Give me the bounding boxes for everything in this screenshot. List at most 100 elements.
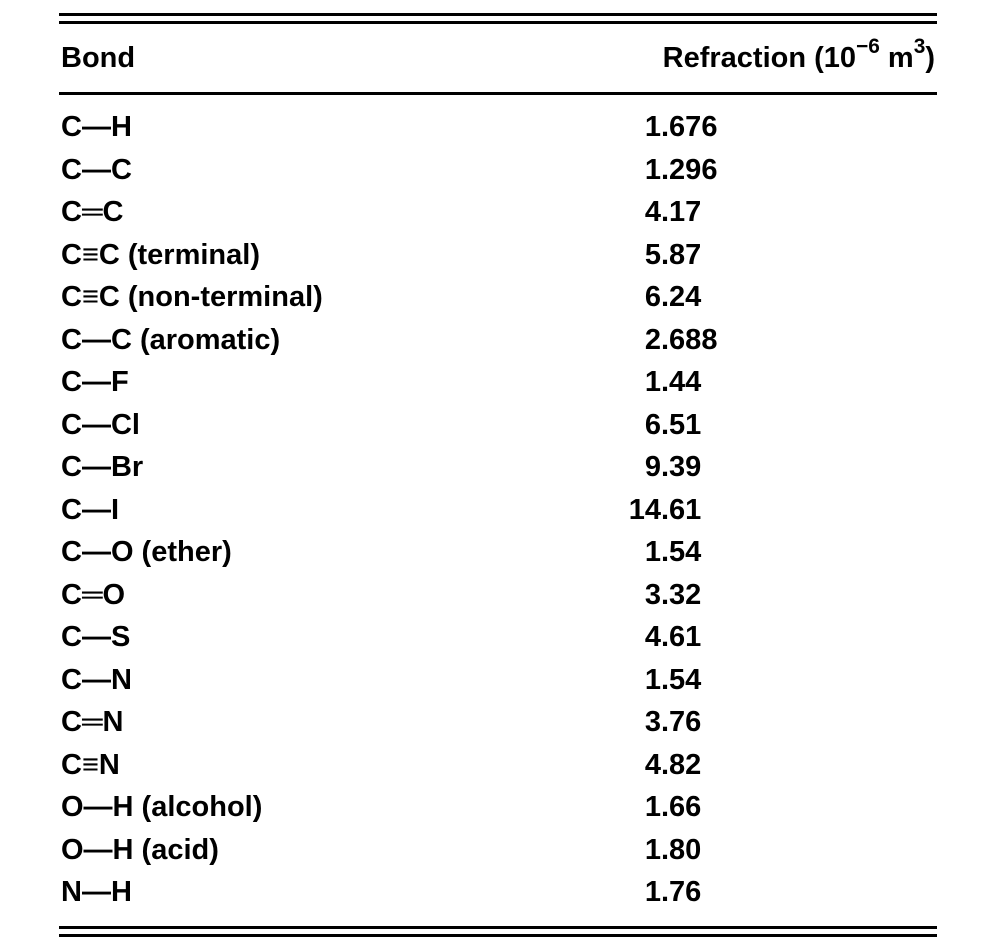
bond-cell: C—C	[61, 153, 132, 186]
refraction-frac-part: .82	[661, 748, 702, 781]
refraction-int-part: 1	[644, 663, 661, 696]
refraction-int-part: 1	[644, 833, 661, 866]
refraction-frac-part: .688	[661, 323, 718, 356]
refraction-cell: 3.32	[627, 574, 701, 617]
refraction-int-part: 4	[644, 621, 661, 653]
refraction-cell: 1.296	[627, 149, 718, 192]
refraction-frac-part: .44	[661, 366, 702, 398]
bond-cell: C—N	[61, 663, 132, 696]
refraction-cell: 6.51	[627, 404, 701, 447]
refraction-frac-part: .80	[661, 833, 702, 866]
refraction-int-part: 1	[644, 536, 661, 568]
table-row: C—Br 9.39	[59, 446, 937, 489]
refraction-frac-part: .17	[661, 196, 702, 228]
refraction-cell: 6.24	[627, 276, 701, 319]
refraction-int-part: 1	[644, 876, 661, 908]
bond-cell: C═C	[61, 196, 124, 228]
table-row: C—Cl 6.51	[59, 404, 937, 447]
refraction-cell: 1.676	[627, 106, 718, 149]
table-row: C—S 4.61	[59, 616, 937, 659]
refraction-cell: 1.80	[627, 829, 701, 872]
refraction-int-part: 4	[644, 748, 661, 781]
refraction-label-base2: m	[879, 42, 914, 74]
table-row: N—H 1.76	[59, 871, 937, 914]
header-bond-label: Bond	[61, 42, 136, 74]
bond-cell: N—H	[61, 876, 132, 908]
refraction-cell: 2.688	[627, 319, 718, 362]
refraction-cell: 1.66	[627, 786, 701, 829]
top-double-rule	[59, 13, 937, 24]
table-row: C═O 3.32	[59, 574, 937, 617]
refraction-frac-part: .54	[661, 536, 702, 568]
refraction-int-part: 1	[644, 153, 661, 186]
refraction-cell: 1.76	[627, 871, 701, 914]
refraction-int-part: 9	[644, 451, 661, 483]
refraction-int-part: 6	[644, 408, 661, 441]
table-row: C≡N 4.82	[59, 744, 937, 787]
bond-refraction-table: Bond Refraction (10−6 m3) C—H 1.676 C—C …	[59, 13, 937, 937]
table-row: C—H 1.676	[59, 106, 937, 149]
refraction-frac-part: .51	[661, 408, 702, 441]
refraction-cell: 4.17	[627, 191, 701, 234]
bond-cell: C—Br	[61, 451, 144, 483]
table-row: C—O (ether) 1.54	[59, 531, 937, 574]
refraction-cell: 3.76	[627, 701, 701, 744]
refraction-cell: 1.54	[627, 659, 701, 702]
refraction-int-part: 2	[644, 323, 661, 356]
bond-cell: C—I	[61, 493, 119, 526]
refraction-int-part: 3	[644, 706, 661, 738]
table-row: C≡C (non-terminal) 6.24	[59, 276, 937, 319]
table-row: C≡C (terminal) 5.87	[59, 234, 937, 277]
cubic-exponent: 3	[913, 35, 926, 59]
refraction-cell: 1.44	[627, 361, 701, 404]
refraction-frac-part: .61	[661, 493, 702, 526]
refraction-label-base1: Refraction (10	[662, 42, 857, 74]
table-row: C—I 14.61	[59, 489, 937, 532]
table-header-row: Bond Refraction (10−6 m3)	[59, 35, 937, 79]
table-row: O—H (alcohol) 1.66	[59, 786, 937, 829]
bond-cell: C—C (aromatic)	[61, 323, 281, 356]
refraction-frac-part: .76	[661, 706, 702, 738]
bond-cell: C≡C (non-terminal)	[61, 281, 323, 313]
refraction-int-part: 1	[644, 791, 661, 823]
bond-cell: C≡C (terminal)	[61, 238, 260, 271]
table-row: C—C 1.296	[59, 149, 937, 192]
refraction-frac-part: .66	[661, 791, 702, 823]
refraction-exponent: −6	[856, 35, 880, 59]
refraction-cell: 4.61	[627, 616, 701, 659]
bond-cell: C—Cl	[61, 408, 140, 441]
table-row: C—C (aromatic) 2.688	[59, 319, 937, 362]
refraction-frac-part: .39	[661, 451, 702, 483]
table-row: C—F 1.44	[59, 361, 937, 404]
bond-cell: C≡N	[61, 748, 120, 781]
refraction-cell: 14.61	[627, 489, 702, 532]
refraction-cell: 4.82	[627, 744, 701, 787]
refraction-int-part: 1	[644, 366, 661, 398]
bond-cell: C—F	[61, 366, 129, 398]
table-row: C═C 4.17	[59, 191, 937, 234]
table-row: C—N 1.54	[59, 659, 937, 702]
refraction-frac-part: .76	[661, 876, 702, 908]
refraction-int-part: 5	[644, 238, 661, 271]
bond-cell: C═O	[61, 578, 126, 611]
refraction-frac-part: .32	[661, 578, 702, 611]
refraction-cell: 1.54	[627, 531, 701, 574]
refraction-label-base3: )	[925, 42, 935, 74]
bond-cell: C—S	[61, 621, 131, 653]
bond-cell: C—H	[61, 111, 132, 143]
refraction-frac-part: .87	[661, 238, 702, 271]
refraction-int-part: 14	[628, 493, 661, 526]
refraction-frac-part: .61	[661, 621, 702, 653]
bond-cell: C═N	[61, 706, 124, 738]
refraction-int-part: 1	[644, 111, 661, 143]
bond-cell: C—O (ether)	[61, 536, 232, 568]
refraction-int-part: 3	[644, 578, 661, 611]
bond-cell: O—H (acid)	[61, 833, 219, 866]
table-row: O—H (acid) 1.80	[59, 829, 937, 872]
header-rule	[59, 92, 937, 95]
refraction-frac-part: .54	[661, 663, 702, 696]
refraction-frac-part: .676	[661, 111, 718, 143]
refraction-frac-part: .296	[661, 153, 718, 186]
header-refraction-label: Refraction (10−6 m3)	[662, 35, 935, 79]
